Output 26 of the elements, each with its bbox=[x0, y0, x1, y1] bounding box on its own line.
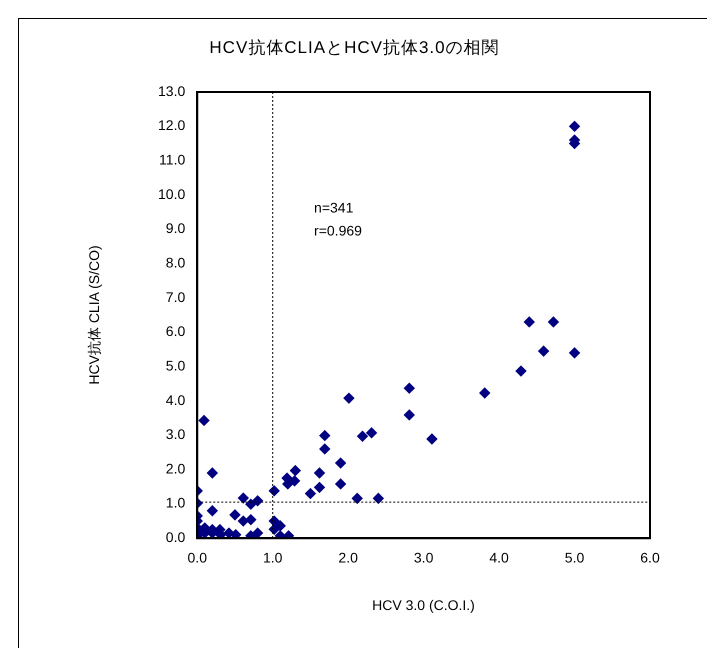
y-tick-label: 1.0 bbox=[166, 494, 186, 511]
y-tick-label: 0.0 bbox=[166, 529, 186, 546]
y-tick-label: 7.0 bbox=[166, 288, 186, 305]
y-tick-label: 13.0 bbox=[158, 82, 186, 99]
y-tick-label: 12.0 bbox=[158, 117, 186, 134]
x-tick-label: 0.0 bbox=[188, 549, 208, 566]
x-tick-label: 5.0 bbox=[564, 549, 584, 566]
annotation: r=0.969 bbox=[314, 222, 362, 238]
y-tick-label: 3.0 bbox=[166, 426, 186, 442]
x-tick-label: 2.0 bbox=[338, 549, 358, 566]
x-tick-label: 1.0 bbox=[262, 549, 283, 566]
y-axis-title: HCV抗体 CLIA (S/CO) bbox=[86, 245, 103, 385]
x-tick-label: 4.0 bbox=[489, 549, 510, 566]
y-tick-label: 4.0 bbox=[166, 392, 186, 408]
y-tick-label: 5.0 bbox=[166, 357, 186, 374]
y-tick-label: 8.0 bbox=[166, 254, 186, 270]
y-tick-label: 11.0 bbox=[159, 152, 186, 168]
x-tick-label: 6.0 bbox=[640, 549, 660, 566]
y-tick-label: 10.0 bbox=[158, 186, 186, 202]
y-tick-label: 6.0 bbox=[166, 323, 186, 340]
x-tick-label: 3.0 bbox=[414, 549, 434, 566]
y-tick-label: 2.0 bbox=[166, 460, 186, 476]
y-tick-label: 9.0 bbox=[166, 220, 186, 236]
x-axis-title: HCV 3.0 (C.O.I.) bbox=[371, 597, 476, 613]
chart-title: HCV抗体CLIAとHCV抗体3.0の相関 bbox=[208, 37, 501, 59]
annotation: n=341 bbox=[314, 199, 354, 216]
